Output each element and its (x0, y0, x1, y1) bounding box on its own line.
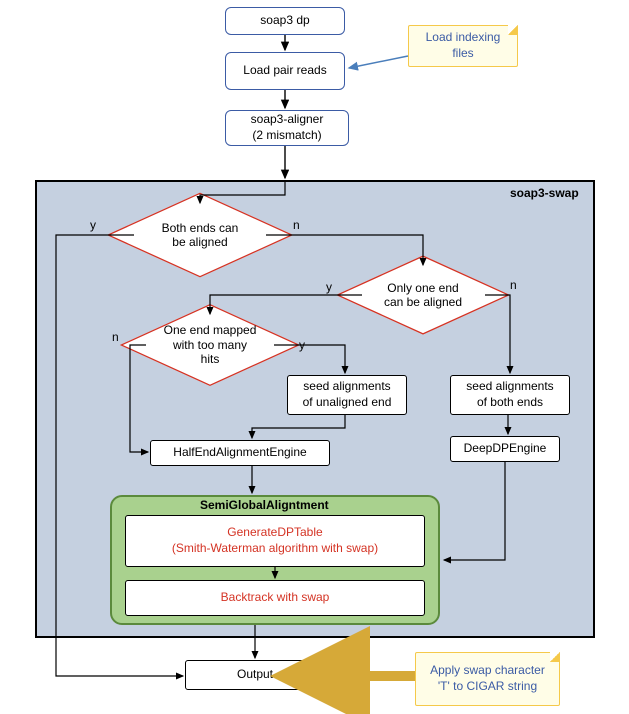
label-n3: n (112, 330, 119, 344)
node-backtrack: Backtrack with swap (125, 580, 425, 616)
node-output: Output (185, 660, 325, 690)
node-deepdp: DeepDPEngine (450, 436, 560, 462)
node-gendp: GenerateDPTable (Smith-Waterman algorith… (125, 515, 425, 567)
node-soap3-dp: soap3 dp (225, 7, 345, 35)
text-d1: Both ends can be aligned (162, 221, 239, 250)
text-load-reads: Load pair reads (243, 63, 326, 79)
label-y2: y (326, 280, 332, 294)
text-seed-both: seed alignments of both ends (466, 379, 553, 410)
label-n1: n (293, 218, 300, 232)
text-note1: Load indexing files (417, 30, 509, 61)
text-gendp: GenerateDPTable (Smith-Waterman algorith… (172, 525, 378, 556)
node-seed-unaligned: seed alignments of unaligned end (287, 375, 407, 415)
node-load-reads: Load pair reads (225, 52, 345, 90)
container-label: soap3-swap (510, 186, 579, 200)
text-soap3-dp: soap3 dp (260, 13, 309, 29)
text-halfend: HalfEndAlignmentEngine (173, 445, 306, 461)
note-apply-swap: Apply swap character 'T' to CIGAR string (415, 652, 560, 706)
node-halfend: HalfEndAlignmentEngine (150, 440, 330, 466)
flowchart-canvas: soap3-swap SemiGlobalAligntment soap3 dp… (0, 0, 629, 714)
node-aligner: soap3-aligner (2 mismatch) (225, 110, 349, 146)
label-y1: y (90, 218, 96, 232)
node-seed-both: seed alignments of both ends (450, 375, 570, 415)
text-deepdp: DeepDPEngine (464, 441, 547, 457)
decision-too-many-hits: One end mapped with too many hits (181, 316, 239, 374)
label-y3: y (299, 338, 305, 352)
text-note2: Apply swap character 'T' to CIGAR string (424, 663, 551, 694)
text-d3: One end mapped with too many hits (164, 323, 257, 366)
semi-global-label: SemiGlobalAligntment (200, 498, 329, 512)
text-seed-unaligned: seed alignments of unaligned end (303, 379, 392, 410)
decision-both-ends: Both ends can be aligned (170, 205, 230, 265)
text-backtrack: Backtrack with swap (221, 590, 330, 606)
text-aligner: soap3-aligner (2 mismatch) (251, 112, 324, 143)
text-output: Output (237, 667, 273, 683)
text-d2: Only one end can be aligned (384, 281, 462, 310)
decision-one-end: Only one end can be aligned (395, 267, 451, 323)
note-load-indexing: Load indexing files (408, 25, 518, 67)
label-n2: n (510, 278, 517, 292)
